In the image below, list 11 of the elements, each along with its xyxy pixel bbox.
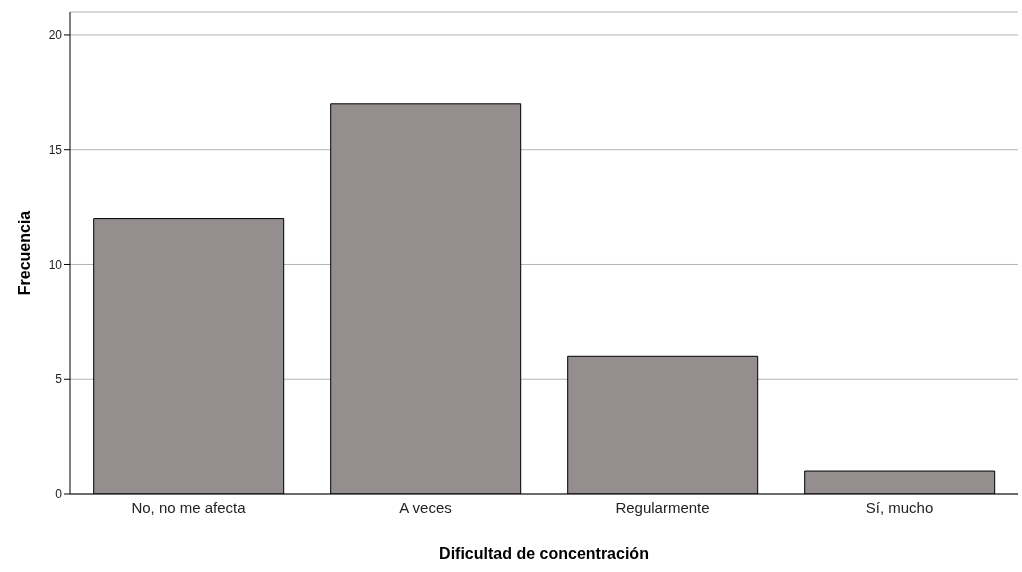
y-tick-label: 5 (55, 372, 63, 387)
x-tick-label: A veces (399, 498, 452, 516)
y-tick-label: 10 (48, 257, 63, 272)
x-axis-title: Dificultad de concentración (439, 545, 649, 563)
y-axis-title: Frecuencia (15, 210, 33, 296)
y-tick-label: 0 (55, 487, 63, 502)
y-tick-label: 15 (48, 142, 63, 157)
x-tick-label: Sí, mucho (865, 498, 934, 516)
y-tick-label: 20 (48, 28, 63, 43)
x-tick-label: No, no me afecta (131, 498, 247, 516)
x-tick-label: Regularmente (615, 498, 710, 516)
